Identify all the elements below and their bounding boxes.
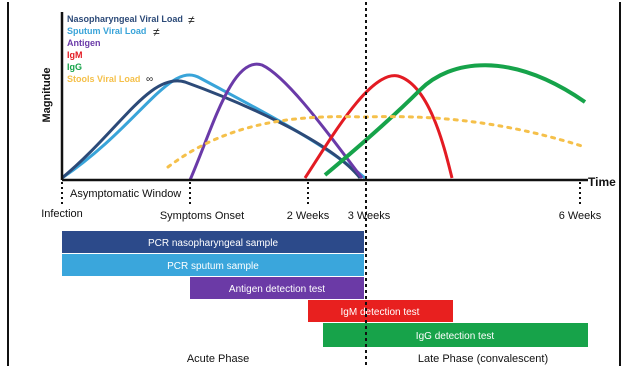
legend-nasopharyngeal: Nasopharyngeal Viral Load <box>67 14 183 24</box>
legend-antigen: Antigen <box>67 38 101 48</box>
tick-label-infection: Infection <box>41 208 83 220</box>
legend-sputum: Sputum Viral Load <box>67 26 146 36</box>
bar-pcr-sputum <box>62 254 364 276</box>
y-axis-label: Magnitude <box>41 68 53 123</box>
bar-label-igm-test: IgM detection test <box>341 307 420 318</box>
bar-pcr-nasopharyngeal <box>62 231 364 253</box>
asymptomatic-window-label: Asymptomatic Window <box>70 188 181 200</box>
bar-label-antigen-test: Antigen detection test <box>229 284 325 295</box>
tick-label-6-weeks: 6 Weeks <box>559 210 602 222</box>
legend-igm: IgM <box>67 50 83 60</box>
stools-viral-load-curve <box>166 115 587 169</box>
bar-label-pcr-nasopharyngeal: PCR nasopharyngeal sample <box>148 238 279 249</box>
tick-label-2-weeks: 2 Weeks <box>287 210 330 222</box>
bar-igm-test <box>308 300 453 322</box>
acute-phase-label: Acute Phase <box>187 353 249 365</box>
legend: Nasopharyngeal Viral Load ≠ Sputum Viral… <box>67 13 195 85</box>
bar-igg-test <box>323 323 588 347</box>
tick-label-3-weeks: 3 Weeks <box>348 210 391 222</box>
bar-label-igg-test: IgG detection test <box>416 331 495 342</box>
legend-igg: IgG <box>67 62 82 72</box>
bar-label-pcr-sputum: PCR sputum sample <box>167 261 259 272</box>
sputum-viral-load-curve <box>61 73 366 180</box>
igg-curve <box>323 63 587 177</box>
x-axis-label: Time <box>588 175 616 189</box>
legend-nasopharyngeal-symbol: ≠ <box>188 13 195 27</box>
legend-stools: Stools Viral Load <box>67 74 140 84</box>
tick-label-symptoms-onset: Symptoms Onset <box>160 210 244 222</box>
late-phase-label: Late Phase (convalescent) <box>418 353 548 365</box>
bar-antigen-test <box>190 277 364 299</box>
legend-sputum-symbol: ≠ <box>153 25 160 39</box>
antigen-curve <box>188 62 364 181</box>
igm-curve <box>303 74 454 179</box>
legend-stools-symbol: ∞ <box>146 74 153 85</box>
test-bars: PCR nasopharyngeal sample PCR sputum sam… <box>62 231 588 347</box>
nasopharyngeal-viral-load-curve <box>61 79 362 180</box>
